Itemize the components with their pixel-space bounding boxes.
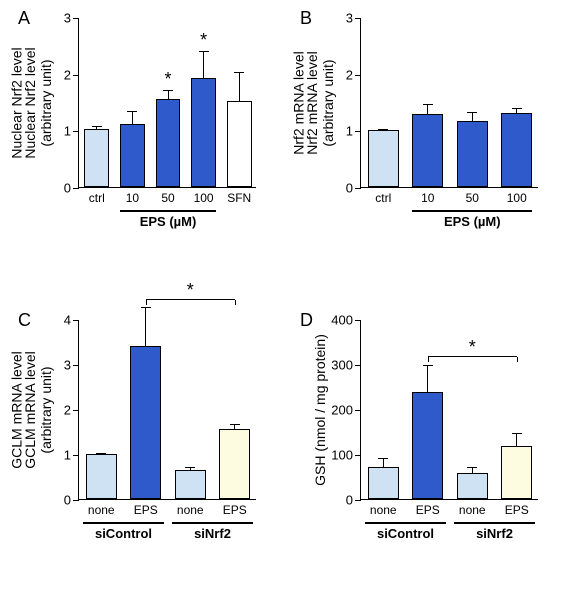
xtick-label: SFN — [227, 191, 251, 205]
panel-letter-a: A — [18, 8, 30, 29]
group-label: EPS (µM) — [140, 214, 197, 229]
bar — [412, 114, 443, 187]
bar — [457, 473, 488, 499]
bar — [191, 78, 216, 187]
xtick-label: none — [177, 503, 204, 517]
ylabel-b: Nrf2 mRNA level(arbitrary unit) — [312, 18, 328, 188]
group-label: EPS (µM) — [444, 214, 501, 229]
bar — [130, 346, 161, 499]
xtick-label: ctrl — [375, 191, 391, 205]
xtick-label: 100 — [194, 191, 214, 205]
plot-a: 0123ctrl10*50*100SFNEPS (µM) — [78, 18, 256, 188]
bar — [175, 470, 206, 499]
bar — [368, 130, 399, 187]
bar — [412, 392, 443, 499]
panel-letter-b: B — [300, 8, 312, 29]
bar — [501, 113, 532, 187]
xtick-label: 10 — [126, 191, 139, 205]
xtick-label: none — [370, 503, 397, 517]
group-label: siControl — [377, 526, 434, 541]
xtick-label: EPS — [416, 503, 440, 517]
bar — [368, 467, 399, 499]
bar — [156, 99, 181, 187]
group-label: siControl — [95, 526, 152, 541]
xtick-label: none — [88, 503, 115, 517]
plot-c: 01234noneEPSnoneEPSsiControlsiNrf2* — [78, 320, 256, 500]
xtick-label: ctrl — [89, 191, 105, 205]
plot-b: 0123ctrl1050100EPS (µM) — [360, 18, 538, 188]
xtick-label: 50 — [161, 191, 174, 205]
ylabel-a: Nuclear Nrf2 level(arbitrary unit) — [30, 18, 46, 188]
xtick-label: EPS — [134, 503, 158, 517]
bar — [227, 101, 252, 187]
bar — [86, 454, 117, 499]
ylabel-c: GCLM mRNA level(arbitrary unit) — [30, 320, 46, 500]
xtick-label: none — [459, 503, 486, 517]
group-label: siNrf2 — [476, 526, 513, 541]
xtick-label: EPS — [223, 503, 247, 517]
bar — [457, 121, 488, 187]
xtick-label: 10 — [421, 191, 434, 205]
xtick-label: 100 — [507, 191, 527, 205]
group-label: siNrf2 — [194, 526, 231, 541]
ylabel-d: GSH (nmol / mg protein) — [312, 320, 328, 500]
bar — [219, 429, 250, 499]
plot-d: 0100200300400noneEPSnoneEPSsiControlsiNr… — [360, 320, 538, 500]
xtick-label: EPS — [505, 503, 529, 517]
bar — [501, 446, 532, 499]
bar — [84, 129, 109, 187]
bar — [120, 124, 145, 187]
xtick-label: 50 — [466, 191, 479, 205]
